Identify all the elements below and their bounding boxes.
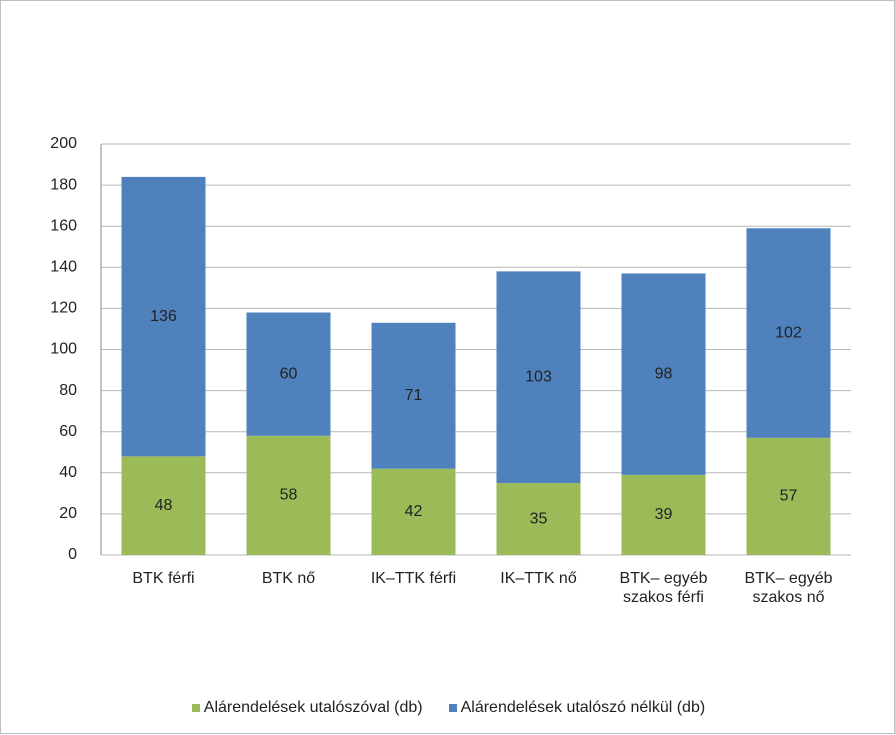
data-label: 136 — [150, 308, 177, 325]
data-label: 57 — [780, 488, 798, 505]
x-tick-label: BTK– egyéb szakos nő — [744, 570, 833, 606]
y-tick-label: 20 — [59, 505, 77, 522]
y-tick-label: 120 — [50, 300, 77, 317]
bar-segment — [621, 273, 706, 475]
x-tick-label: IK–TTK nő — [500, 570, 577, 587]
y-tick-label: 0 — [68, 546, 77, 563]
x-tick-label: BTK férfi — [132, 570, 195, 587]
bar-segment — [121, 176, 206, 457]
legend-item: Alárendelések utalószóval (db) — [191, 699, 423, 717]
legend-label: Alárendelések utalószó nélkül (db) — [460, 699, 706, 716]
y-tick-label: 200 — [50, 135, 77, 152]
x-tick-label: IK–TTK férfi — [370, 570, 457, 587]
bar-segment — [621, 474, 706, 555]
legend: Alárendelések utalószóval (db) Alárendelé… — [1, 699, 895, 717]
y-tick-label: 100 — [50, 341, 77, 358]
data-label: 71 — [405, 387, 423, 404]
data-label: 58 — [280, 487, 298, 504]
legend-item: Alárendelések utalószó nélkül (db) — [448, 699, 706, 717]
data-label: 48 — [155, 497, 173, 514]
bar-segment — [746, 228, 831, 438]
data-label: 39 — [655, 506, 673, 523]
bar-segment — [496, 271, 581, 484]
bar-segment — [121, 456, 206, 555]
data-label: 103 — [525, 368, 552, 385]
legend-label: Alárendelések utalószóval (db) — [203, 699, 423, 716]
y-tick-label: 60 — [59, 423, 77, 440]
y-tick-label: 140 — [50, 259, 77, 276]
y-tick-label: 40 — [59, 464, 77, 481]
bar-segment — [246, 312, 331, 436]
data-label: 35 — [530, 510, 548, 527]
y-tick-label: 180 — [50, 176, 77, 193]
bar-segment — [746, 437, 831, 555]
legend-swatch — [191, 704, 200, 712]
x-tick-label: BTK nő — [261, 570, 316, 587]
data-label: 98 — [655, 365, 673, 382]
bar-segment — [371, 322, 456, 469]
bar-segment — [496, 483, 581, 555]
data-label: 60 — [280, 365, 298, 382]
data-label: 42 — [405, 503, 423, 520]
bar-segment — [246, 435, 331, 555]
data-label: 102 — [775, 324, 802, 341]
bar-segment — [371, 468, 456, 555]
y-tick-label: 80 — [59, 382, 77, 399]
x-tick-label: BTK– egyéb szakos férfi — [619, 570, 708, 606]
legend-swatch — [448, 704, 457, 712]
y-tick-label: 160 — [50, 217, 77, 234]
